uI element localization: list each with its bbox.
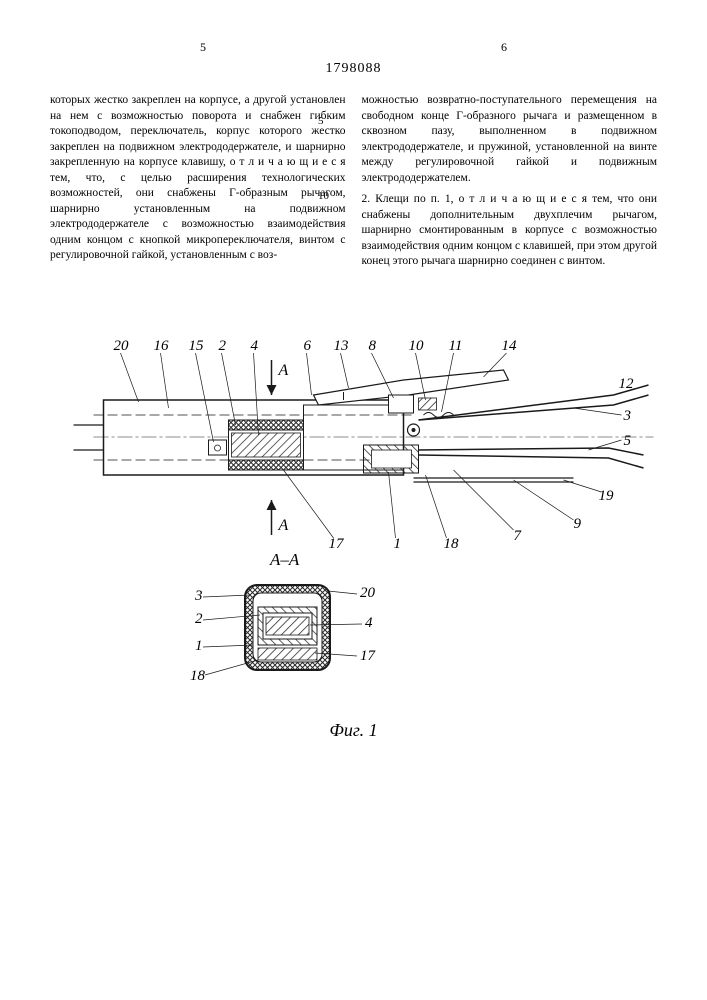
label-19: 19 bbox=[599, 488, 615, 504]
label-16: 16 bbox=[154, 338, 170, 354]
figure-area: А А 20 16 15 2 4 6 13 8 10 11 14 12 3 5 … bbox=[50, 300, 657, 741]
right-column: можностью возвратно-поступательного пере… bbox=[362, 93, 658, 270]
label-20: 20 bbox=[114, 338, 130, 354]
label-15: 15 bbox=[189, 338, 205, 354]
label-4: 4 bbox=[251, 338, 259, 354]
right-column-p2: 2. Клещи по п. 1, о т л и ч а ю щ и е с … bbox=[362, 193, 658, 267]
label-9: 9 bbox=[574, 516, 582, 532]
label-14: 14 bbox=[502, 338, 518, 354]
sec-label-18: 18 bbox=[190, 668, 206, 684]
page-num-right: 6 bbox=[501, 40, 507, 55]
line-marker-10: 10 bbox=[318, 190, 329, 202]
figure-label: Фиг. 1 bbox=[50, 720, 657, 741]
label-12: 12 bbox=[619, 376, 635, 392]
sec-label-4: 4 bbox=[365, 615, 373, 631]
label-8: 8 bbox=[369, 338, 377, 354]
label-2: 2 bbox=[219, 338, 227, 354]
label-18b: 18 bbox=[444, 536, 460, 552]
sec-label-2: 2 bbox=[195, 611, 203, 627]
label-10: 10 bbox=[409, 338, 425, 354]
section-marker-bottom: А bbox=[278, 517, 289, 534]
label-11: 11 bbox=[449, 338, 463, 354]
label-13: 13 bbox=[334, 338, 349, 354]
sec-label-20: 20 bbox=[360, 585, 376, 601]
label-3: 3 bbox=[623, 408, 632, 424]
section-marker-top: А bbox=[278, 362, 289, 379]
sec-label-3: 3 bbox=[194, 588, 203, 604]
label-5: 5 bbox=[624, 433, 632, 449]
sec-label-17: 17 bbox=[360, 648, 377, 664]
section-title: А–А bbox=[269, 550, 300, 569]
sec-label-1: 1 bbox=[195, 638, 203, 654]
page-num-left: 5 bbox=[200, 40, 206, 55]
label-7: 7 bbox=[514, 528, 523, 544]
main-drawing: А А 20 16 15 2 4 6 13 8 10 11 14 12 3 5 … bbox=[50, 300, 657, 560]
text-columns: которых жестко закреплен на корпусе, а д… bbox=[50, 93, 657, 270]
line-marker-5: 5 bbox=[318, 115, 324, 127]
label-6: 6 bbox=[304, 338, 312, 354]
left-column: которых жестко закреплен на корпусе, а д… bbox=[50, 93, 346, 270]
section-drawing: А–А 3 2 1 18 20 4 17 bbox=[150, 545, 430, 725]
document-number: 1798088 bbox=[50, 61, 657, 77]
right-column-p1: можностью возвратно-поступательного пере… bbox=[362, 94, 658, 184]
